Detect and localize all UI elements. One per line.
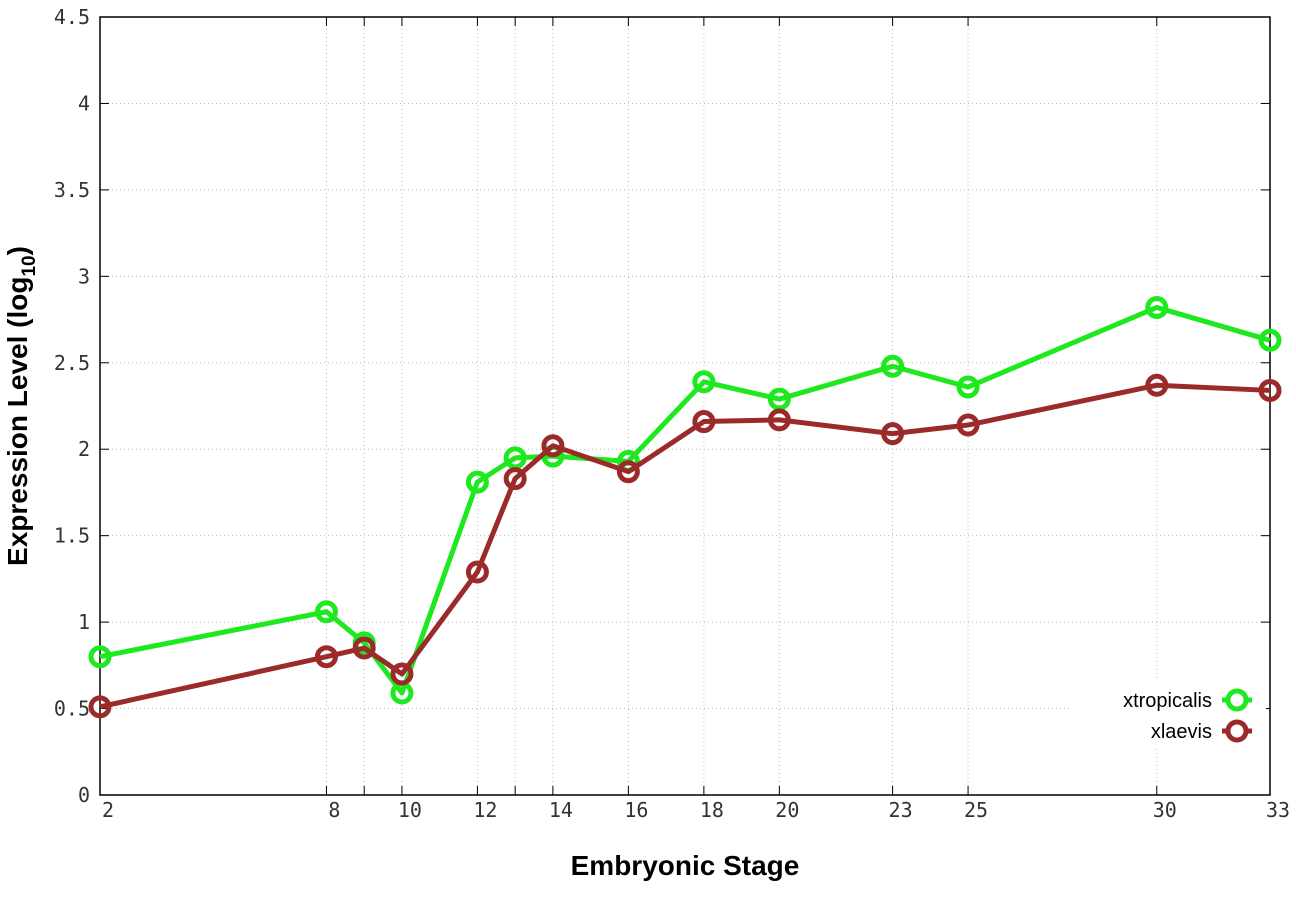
- y-tick-label: 3.5: [54, 178, 90, 202]
- data-point-xtropicalis: [88, 645, 112, 669]
- y-tick-label: 0: [78, 783, 90, 807]
- series-xtropicalis: [88, 295, 1282, 705]
- x-tick-label: 23: [889, 798, 913, 822]
- data-point-xtropicalis: [881, 354, 905, 378]
- data-point-xlaevis: [1145, 373, 1169, 397]
- y-tick-label: 2: [78, 437, 90, 461]
- plot-frame: [99, 16, 1271, 796]
- data-point-xlaevis: [767, 408, 791, 432]
- data-point-xlaevis: [465, 560, 489, 584]
- x-tick-label: 14: [549, 798, 573, 822]
- y-axis-title-close: ): [2, 246, 33, 255]
- data-point-xtropicalis: [465, 470, 489, 494]
- x-tick-label: 16: [624, 798, 648, 822]
- data-point-xlaevis: [1258, 378, 1282, 402]
- y-tick-label: 0.5: [54, 697, 90, 721]
- x-tick-label: 12: [473, 798, 497, 822]
- y-tick-label: 4.5: [54, 5, 90, 29]
- legend-marker-xtropicalis: [1225, 688, 1249, 712]
- data-point-xlaevis: [541, 434, 565, 458]
- x-tick-label: 30: [1153, 798, 1177, 822]
- data-point-xlaevis: [616, 460, 640, 484]
- legend-marker-xlaevis: [1225, 719, 1249, 743]
- x-tick-label: 20: [775, 798, 799, 822]
- legend-label-xlaevis: xlaevis: [1151, 721, 1212, 743]
- x-tick-label: 2: [102, 798, 114, 822]
- y-axis-title-subscript: 10: [19, 255, 40, 276]
- legend-entry-xtropicalis: xtropicalis: [1123, 688, 1252, 712]
- data-point-xlaevis: [352, 636, 376, 660]
- x-tick-label: 18: [700, 798, 724, 822]
- series-line-xtropicalis: [99, 304, 1271, 696]
- y-tick-label: 3: [78, 264, 90, 288]
- x-tick-label: 33: [1266, 798, 1290, 822]
- data-point-xtropicalis: [692, 370, 716, 394]
- data-point-xtropicalis: [503, 446, 527, 470]
- data-point-xlaevis: [503, 467, 527, 491]
- y-tick-label: 1: [78, 610, 90, 634]
- legend-entry-xlaevis: xlaevis: [1151, 719, 1252, 743]
- axis-ticks: 0 0.5 1 1.5 2 2.5 3 3.5 4 4.5 2 8 10 12 14 16 18 20 23 25 30…: [54, 5, 1290, 822]
- y-tick-label: 4: [78, 91, 90, 115]
- x-tick-label: 8: [328, 798, 340, 822]
- data-point-xlaevis: [956, 413, 980, 437]
- data-point-xlaevis: [88, 695, 112, 719]
- y-tick-label: 2.5: [54, 351, 90, 375]
- data-point-xlaevis: [314, 645, 338, 669]
- data-point-xlaevis: [692, 410, 716, 434]
- legend: xtropicalis xlaevis: [1070, 678, 1266, 748]
- data-point-xtropicalis: [956, 375, 980, 399]
- x-tick-label: 10: [398, 798, 422, 822]
- x-tick-label: 25: [964, 798, 988, 822]
- data-point-xlaevis: [881, 422, 905, 446]
- data-point-xtropicalis: [767, 387, 791, 411]
- data-series: [88, 295, 1282, 719]
- series-line-xlaevis: [99, 382, 1271, 710]
- y-tick-label: 1.5: [54, 524, 90, 548]
- legend-label-xtropicalis: xtropicalis: [1123, 690, 1212, 712]
- y-axis-title: Expression Level (log10): [2, 246, 40, 566]
- series-xlaevis: [88, 373, 1282, 719]
- data-point-xtropicalis: [1145, 295, 1169, 319]
- data-point-xtropicalis: [314, 600, 338, 624]
- data-point-xlaevis: [390, 662, 414, 686]
- x-axis-title: Embryonic Stage: [571, 850, 800, 881]
- y-axis-title-main: Expression Level (log: [2, 277, 33, 566]
- data-point-xtropicalis: [1258, 328, 1282, 352]
